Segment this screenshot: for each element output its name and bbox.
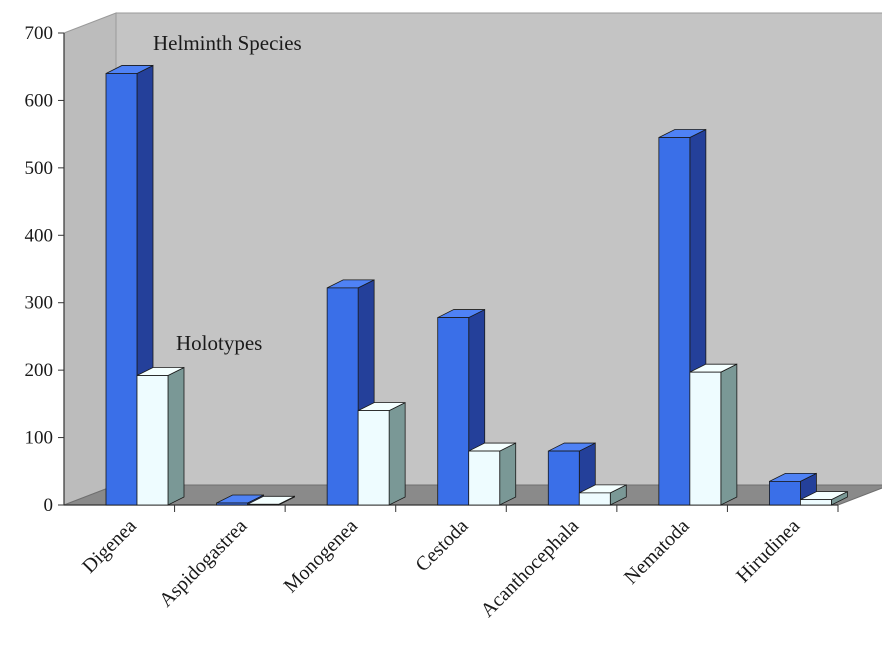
- x-category-label: Acanthocephala: [476, 515, 583, 622]
- x-category-label: Monogenea: [280, 515, 362, 597]
- series-label-helminth-species: Helminth Species: [153, 31, 302, 55]
- bar-helminth-species-2: [326, 287, 359, 506]
- bar-holotypes-0: [136, 375, 169, 506]
- bar-side-holotypes-0: [167, 366, 185, 506]
- bar-helminth-species-1: [216, 502, 248, 506]
- back-wall: [115, 12, 882, 486]
- bar-holotypes-1: [247, 503, 279, 506]
- x-category-label: Cestoda: [411, 515, 472, 576]
- x-category-label: Nematoda: [620, 515, 694, 589]
- y-tick-label: 400: [25, 225, 54, 246]
- y-tick-label: 500: [25, 158, 54, 179]
- x-category-label: Digenea: [78, 515, 141, 578]
- bar-side-holotypes-3: [499, 442, 517, 506]
- bar-helminth-species-3: [437, 317, 470, 506]
- bar-holotypes-2: [357, 410, 390, 506]
- y-tick-label: 100: [25, 428, 54, 449]
- bar-holotypes-6: [800, 499, 832, 506]
- bar-holotypes-4: [578, 492, 611, 506]
- bar-helminth-species-5: [658, 137, 691, 506]
- bar-holotypes-3: [468, 450, 501, 506]
- y-tick-label: 0: [44, 495, 54, 516]
- y-tick-label: 600: [25, 90, 54, 111]
- bar-helminth-species-4: [547, 450, 580, 506]
- bar-helminth-species-0: [105, 73, 138, 506]
- y-tick-label: 200: [25, 360, 54, 381]
- bar-helminth-species-6: [769, 480, 801, 506]
- y-tick-label: 300: [25, 293, 54, 314]
- x-category-label: Aspidogastrea: [155, 515, 252, 612]
- x-category-label: Hirudinea: [732, 515, 804, 587]
- bar-side-holotypes-5: [720, 363, 738, 506]
- chart-bars: [105, 64, 848, 506]
- y-tick-label: 700: [25, 23, 54, 44]
- bar-side-holotypes-2: [388, 401, 406, 506]
- bar-holotypes-5: [689, 371, 722, 506]
- series-label-holotypes: Holotypes: [176, 331, 262, 355]
